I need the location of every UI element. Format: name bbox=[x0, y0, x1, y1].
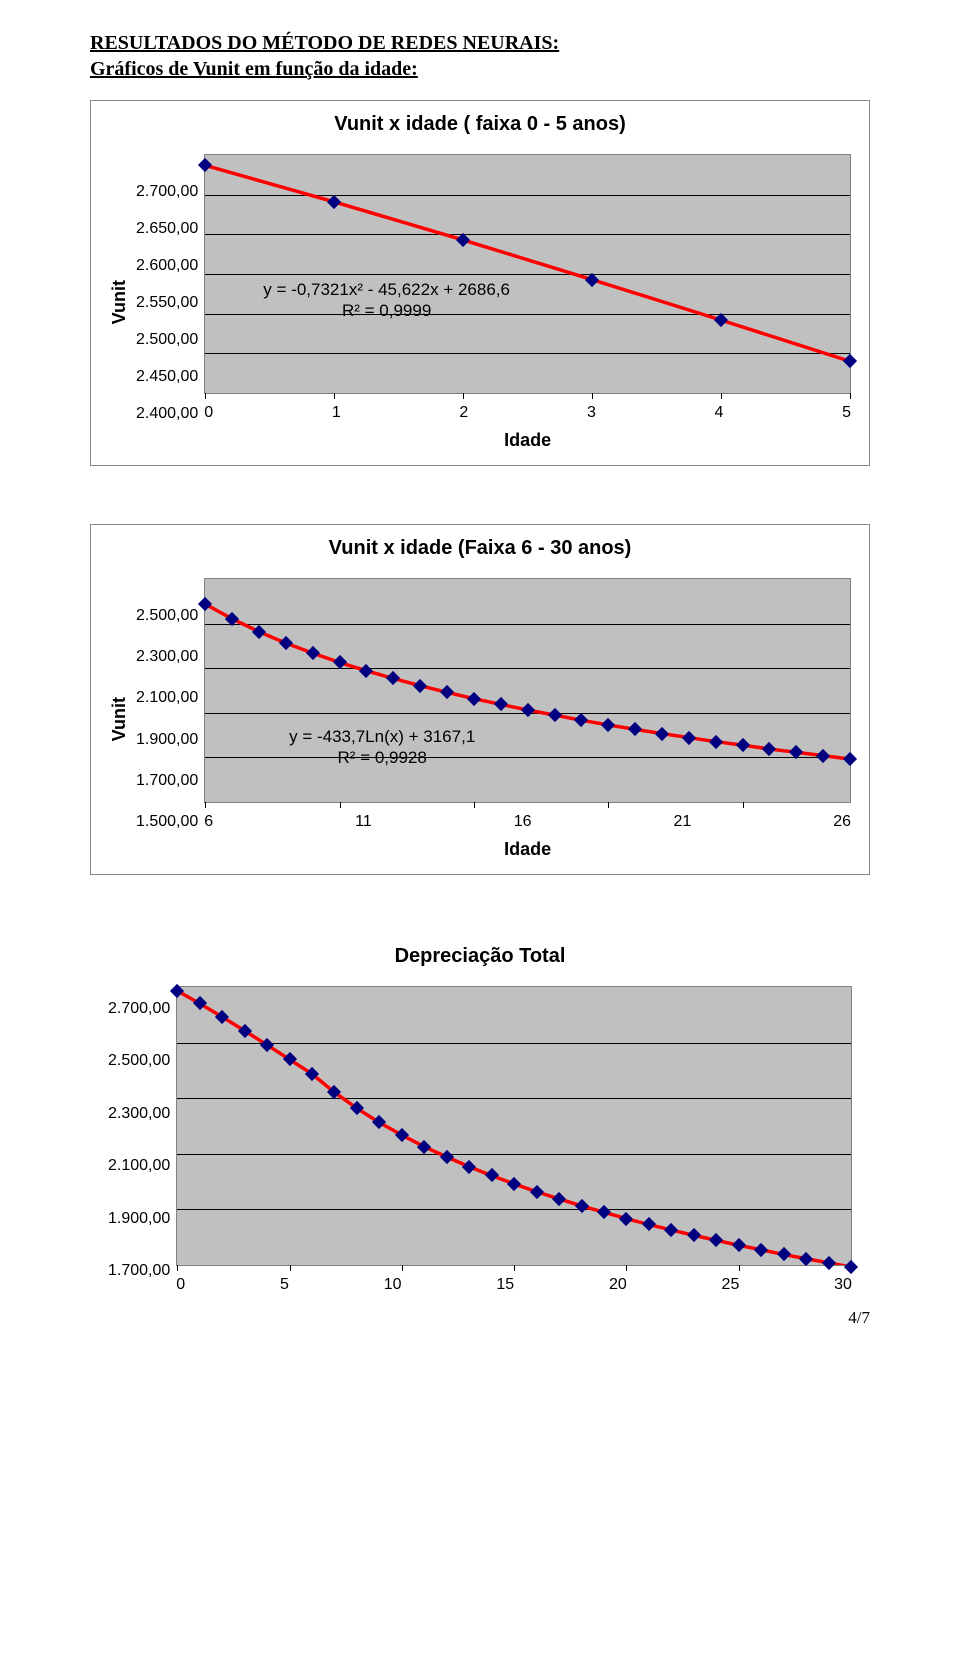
ytick-label: 2.500,00 bbox=[136, 607, 198, 625]
ytick-label: 2.650,00 bbox=[136, 220, 198, 238]
chart-2: Vunit x idade (Faixa 6 - 30 anos) Vunit … bbox=[90, 524, 870, 875]
ytick-label: 2.300,00 bbox=[108, 1105, 170, 1123]
xtick-label: 0 bbox=[176, 1276, 185, 1294]
heading-line2: Gráficos de Vunit em função da idade: bbox=[90, 58, 418, 80]
xtick-label: 4 bbox=[715, 404, 724, 422]
chart-1-ylabel: Vunit bbox=[109, 280, 130, 324]
xtick-label: 3 bbox=[587, 404, 596, 422]
xtick-label: 11 bbox=[355, 813, 372, 831]
chart-1-plot: y = -0,7321x² - 45,622x + 2686,6 R² = 0,… bbox=[204, 154, 851, 394]
ytick-label: 1.900,00 bbox=[108, 1210, 170, 1228]
chart-1-formula-l2: R² = 0,9999 bbox=[342, 301, 431, 320]
chart-2-plot: y = -433,7Ln(x) + 3167,1 R² = 0,9928 bbox=[204, 578, 851, 803]
chart-2-xlabel: Idade bbox=[204, 839, 851, 860]
ytick-label: 2.500,00 bbox=[108, 1052, 170, 1070]
xtick-label: 25 bbox=[722, 1276, 740, 1294]
xtick-label: 10 bbox=[384, 1276, 402, 1294]
xtick-label: 6 bbox=[204, 813, 213, 831]
ytick-label: 2.700,00 bbox=[108, 1000, 170, 1018]
ytick-label: 2.300,00 bbox=[136, 648, 198, 666]
chart-1-yaxis: 2.700,00 2.650,00 2.600,00 2.550,00 2.500,00… bbox=[136, 183, 204, 423]
chart-2-formula-l2: R² = 0,9928 bbox=[338, 748, 427, 767]
ytick-label: 2.450,00 bbox=[136, 368, 198, 386]
chart-1-curve bbox=[205, 155, 850, 393]
xtick-label: 0 bbox=[204, 404, 213, 422]
chart-1-formula-l1: y = -0,7321x² - 45,622x + 2686,6 bbox=[263, 280, 510, 299]
chart-3: Depreciação Total 2.700,00 2.500,00 2.300,… bbox=[90, 933, 870, 1298]
chart-1: Vunit x idade ( faixa 0 - 5 anos) Vunit … bbox=[90, 100, 870, 466]
chart-2-formula: y = -433,7Ln(x) + 3167,1 R² = 0,9928 bbox=[289, 726, 475, 769]
chart-1-xlabel: Idade bbox=[204, 430, 851, 451]
chart-2-ylabel: Vunit bbox=[109, 697, 130, 741]
chart-3-curve bbox=[177, 987, 851, 1265]
ytick-label: 2.600,00 bbox=[136, 257, 198, 275]
ytick-label: 1.900,00 bbox=[136, 731, 198, 749]
ytick-label: 2.100,00 bbox=[108, 1157, 170, 1175]
xtick-label: 20 bbox=[609, 1276, 627, 1294]
chart-2-yaxis: 2.500,00 2.300,00 2.100,00 1.900,00 1.700,00… bbox=[136, 607, 204, 832]
xtick-label: 21 bbox=[673, 813, 691, 831]
page-heading: RESULTADOS DO MÉTODO DE REDES NEURAIS: G… bbox=[90, 30, 870, 82]
chart-3-xaxis: 0 5 10 15 20 25 30 bbox=[176, 1276, 852, 1294]
xtick-label: 5 bbox=[280, 1276, 289, 1294]
ytick-label: 2.700,00 bbox=[136, 183, 198, 201]
heading-line1: RESULTADOS DO MÉTODO DE REDES NEURAIS: bbox=[90, 32, 559, 54]
xtick-label: 26 bbox=[833, 813, 851, 831]
ytick-label: 1.700,00 bbox=[136, 772, 198, 790]
chart-1-formula: y = -0,7321x² - 45,622x + 2686,6 R² = 0,… bbox=[263, 279, 510, 322]
ytick-label: 1.500,00 bbox=[136, 813, 198, 831]
ytick-label: 2.500,00 bbox=[136, 331, 198, 349]
xtick-label: 15 bbox=[496, 1276, 514, 1294]
xtick-label: 2 bbox=[459, 404, 468, 422]
chart-1-title: Vunit x idade ( faixa 0 - 5 anos) bbox=[109, 113, 851, 136]
xtick-label: 1 bbox=[332, 404, 341, 422]
chart-3-yaxis: 2.700,00 2.500,00 2.300,00 2.100,00 1.900,00… bbox=[108, 1000, 176, 1280]
chart-3-title: Depreciação Total bbox=[108, 945, 852, 968]
chart-1-xaxis: 0 1 2 3 4 5 bbox=[204, 404, 851, 422]
xtick-label: 16 bbox=[514, 813, 532, 831]
chart-3-plot bbox=[176, 986, 852, 1266]
chart-2-xaxis: 6 11 16 21 26 bbox=[204, 813, 851, 831]
chart-2-formula-l1: y = -433,7Ln(x) + 3167,1 bbox=[289, 727, 475, 746]
ytick-label: 2.550,00 bbox=[136, 294, 198, 312]
ytick-label: 2.400,00 bbox=[136, 405, 198, 423]
ytick-label: 2.100,00 bbox=[136, 689, 198, 707]
ytick-label: 1.700,00 bbox=[108, 1262, 170, 1280]
xtick-label: 5 bbox=[842, 404, 851, 422]
chart-2-title: Vunit x idade (Faixa 6 - 30 anos) bbox=[109, 537, 851, 560]
page-number: 4/7 bbox=[90, 1308, 870, 1328]
xtick-label: 30 bbox=[834, 1276, 852, 1294]
